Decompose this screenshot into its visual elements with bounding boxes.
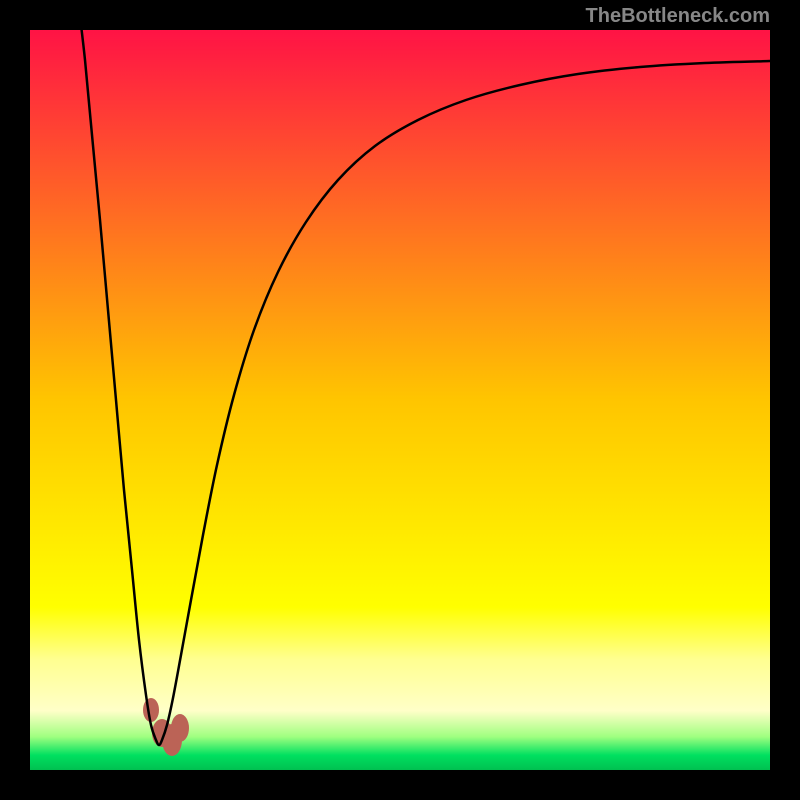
chart-svg: [0, 0, 800, 800]
chart-container: TheBottleneck.com: [0, 0, 800, 800]
watermark-text: TheBottleneck.com: [586, 5, 770, 28]
